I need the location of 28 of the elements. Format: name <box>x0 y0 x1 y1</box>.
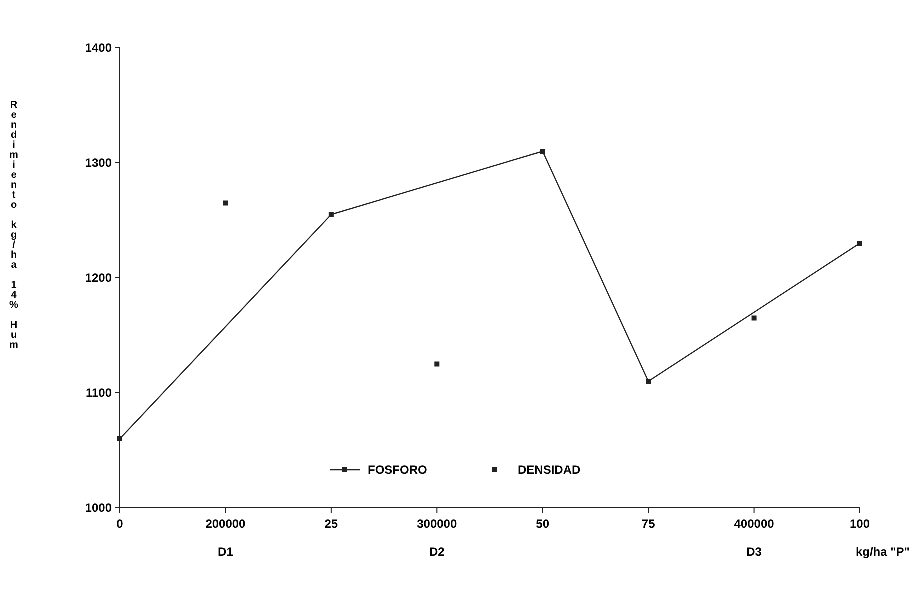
x-tick-label: 0 <box>116 517 124 531</box>
x-tick-label: 300000 <box>417 517 458 531</box>
x-tick-label: 200000 <box>206 517 246 531</box>
y-tick-label: 1400 <box>85 41 112 56</box>
y-tick-label: 1000 <box>85 501 112 516</box>
point <box>752 316 757 321</box>
x-tick-label: 75 <box>642 517 656 531</box>
x-tick-label: 100 <box>850 517 870 531</box>
point <box>646 379 652 384</box>
point <box>118 436 122 442</box>
point <box>858 241 862 246</box>
text: D3 <box>746 545 762 559</box>
text: D1 <box>218 545 234 559</box>
text: D2 <box>429 545 446 559</box>
point <box>328 212 334 218</box>
x-axis-title: kg/ha "P" <box>856 545 910 559</box>
y-tick-label: 1200 <box>85 271 112 286</box>
point <box>434 362 440 367</box>
x-tick-label: 50 <box>536 517 550 531</box>
y-tick-label: 1300 <box>85 156 112 170</box>
legend-label: FOSFORO <box>368 463 428 478</box>
text: Rendimiento kg/ha 14% Hum <box>10 100 18 351</box>
x-tick-label: 25 <box>324 517 338 531</box>
legend-label: DENSIDAD <box>518 463 582 478</box>
point <box>540 149 546 154</box>
y-tick-label: 1100 <box>86 386 112 400</box>
point <box>223 200 228 206</box>
x-tick-label: 400000 <box>734 517 775 531</box>
